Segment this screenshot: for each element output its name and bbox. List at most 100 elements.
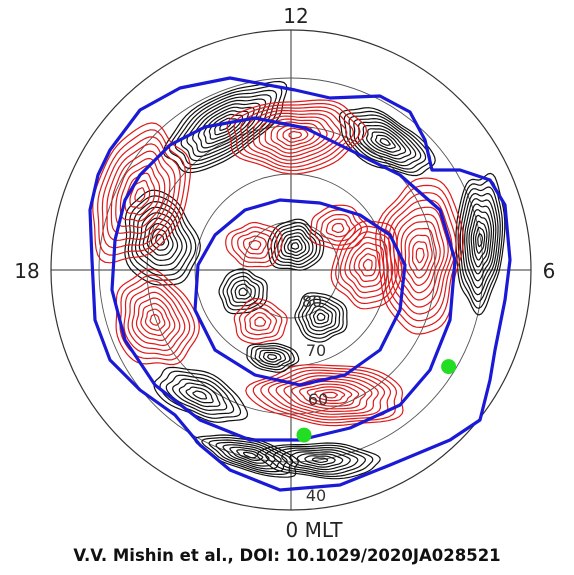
negative-contour bbox=[135, 297, 176, 341]
positive-contour bbox=[461, 193, 499, 296]
negative-contour bbox=[400, 220, 441, 294]
positive-contour bbox=[262, 351, 282, 363]
negative-contour bbox=[246, 109, 348, 165]
negative-contour bbox=[282, 127, 309, 143]
negative-contour bbox=[92, 122, 192, 264]
positive-contour bbox=[477, 233, 483, 248]
positive-contour bbox=[229, 446, 270, 464]
negative-contour bbox=[267, 372, 385, 418]
positive-contour bbox=[238, 287, 248, 297]
negative-contour bbox=[124, 172, 156, 216]
positive-contour bbox=[236, 449, 264, 462]
positive-contour bbox=[459, 186, 501, 302]
positive-contour bbox=[277, 228, 314, 263]
mlt-label-12: 12 bbox=[283, 4, 308, 28]
negative-contour bbox=[131, 291, 181, 347]
positive-contour bbox=[256, 442, 381, 480]
middle-boundary bbox=[110, 116, 457, 442]
positive-contour bbox=[316, 312, 326, 321]
negative-contour bbox=[254, 316, 267, 327]
positive-contour bbox=[281, 449, 359, 473]
positive-contour bbox=[258, 349, 286, 366]
positive-contour bbox=[150, 228, 170, 251]
mlt-label-6: 6 bbox=[543, 259, 556, 283]
positive-contour bbox=[304, 455, 336, 466]
negative-contour bbox=[322, 391, 338, 399]
positive-contour bbox=[305, 302, 337, 332]
negative-contour bbox=[106, 143, 176, 241]
negative-contour bbox=[349, 242, 385, 288]
positive-contour bbox=[267, 354, 278, 361]
negative-contour bbox=[127, 286, 186, 351]
positive-contour bbox=[287, 238, 303, 253]
positive-contour bbox=[127, 195, 197, 281]
positive-contour bbox=[468, 209, 492, 275]
negative-contour bbox=[97, 129, 186, 256]
positive-contour bbox=[180, 94, 272, 162]
negative-contour bbox=[249, 312, 272, 331]
positive-contour bbox=[230, 279, 256, 303]
negative-contour bbox=[149, 314, 161, 326]
negative-contour bbox=[331, 223, 345, 233]
negative-contour bbox=[248, 240, 262, 251]
positive-contour bbox=[242, 451, 257, 459]
negative-contour bbox=[270, 121, 322, 150]
negative-contour bbox=[275, 375, 379, 415]
negative-contour bbox=[237, 231, 273, 259]
negative-contour bbox=[412, 241, 429, 271]
positive-contour bbox=[379, 138, 391, 146]
positive-contour bbox=[267, 218, 325, 271]
positive-contour bbox=[203, 110, 249, 145]
positive-contour bbox=[165, 374, 235, 415]
positive-contour bbox=[168, 85, 283, 170]
negative-contour bbox=[335, 225, 398, 305]
positive-contour bbox=[475, 226, 486, 254]
negative-contour bbox=[283, 378, 373, 413]
positive-contour bbox=[201, 437, 294, 475]
positive-contour bbox=[172, 378, 228, 411]
lat-label-70: 70 bbox=[306, 341, 326, 360]
positive-contour bbox=[283, 235, 307, 256]
inner-boundary bbox=[193, 198, 407, 387]
positive-contour bbox=[159, 370, 242, 419]
positive-contour bbox=[178, 382, 221, 408]
positive-contour bbox=[246, 342, 300, 373]
negative-contour bbox=[408, 234, 433, 279]
negative-contour bbox=[362, 258, 373, 271]
positive-contour bbox=[301, 298, 341, 336]
positive-contour bbox=[464, 198, 497, 289]
mlt-label-0: 0 MLT bbox=[286, 518, 344, 542]
negative-contour bbox=[119, 274, 196, 361]
negative-contour bbox=[252, 112, 341, 161]
negative-contour bbox=[233, 103, 361, 172]
lat-label-40: 40 bbox=[306, 486, 326, 505]
positive-contour bbox=[348, 114, 427, 170]
positive-contour bbox=[234, 283, 252, 300]
negative-contour bbox=[309, 204, 368, 250]
negative-contour bbox=[244, 307, 277, 336]
negative-contour bbox=[129, 179, 151, 209]
negative-contour bbox=[320, 214, 356, 242]
positive-contour bbox=[155, 233, 165, 246]
positive-contour bbox=[370, 131, 401, 153]
negative-contour bbox=[110, 150, 171, 234]
negative-contour bbox=[119, 165, 161, 222]
positive-contour bbox=[298, 295, 344, 339]
outer-boundary bbox=[88, 76, 512, 492]
latitude-circle-80 bbox=[242, 221, 340, 319]
green-marker-1 bbox=[296, 427, 312, 443]
negative-contour bbox=[258, 115, 335, 158]
positive-contour bbox=[296, 453, 344, 468]
negative-contour bbox=[123, 280, 191, 356]
negative-contour bbox=[144, 308, 166, 331]
negative-contour bbox=[383, 192, 457, 322]
negative-contour bbox=[134, 187, 146, 203]
negative-contour bbox=[264, 118, 328, 154]
negative-contour bbox=[375, 177, 464, 335]
negative-contour bbox=[404, 227, 437, 286]
positive-contour bbox=[250, 345, 295, 371]
negative-contour bbox=[245, 364, 404, 427]
positive-contour bbox=[366, 128, 407, 157]
positive-contour bbox=[294, 292, 348, 343]
positive-contour bbox=[214, 117, 238, 136]
